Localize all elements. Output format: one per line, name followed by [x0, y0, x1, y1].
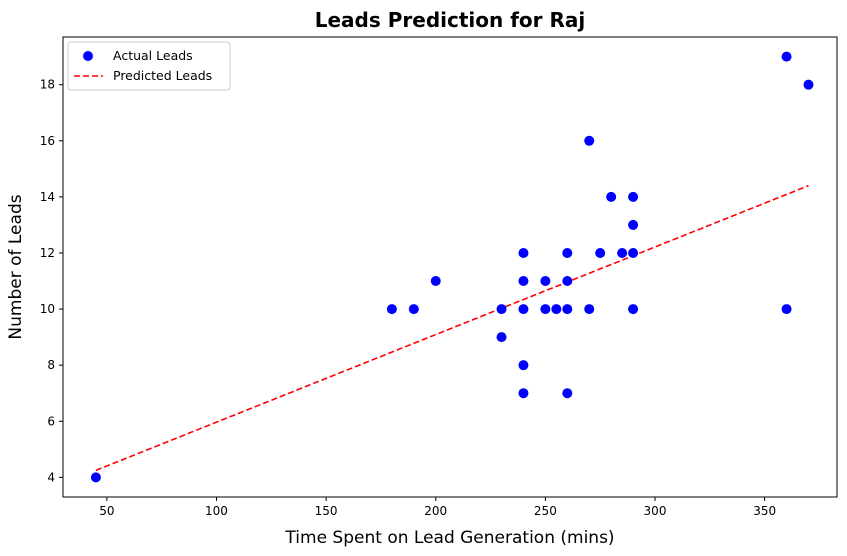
actual-leads-point	[628, 219, 639, 230]
y-axis-label: Number of Leads	[6, 194, 26, 339]
x-tick-label: 200	[424, 504, 447, 518]
y-axis-ticks: 4 6 8 10 12 14 16 18	[40, 78, 63, 484]
x-tick-label: 250	[534, 504, 557, 518]
prediction-line-layer	[95, 184, 809, 472]
actual-leads-point	[551, 304, 562, 315]
y-tick-label: 14	[40, 190, 55, 204]
actual-leads-point	[496, 332, 507, 343]
legend-label-predicted: Predicted Leads	[113, 68, 212, 83]
actual-leads-point	[803, 79, 814, 90]
actual-leads-point	[496, 304, 507, 315]
legend: Actual Leads Predicted Leads	[67, 41, 231, 91]
actual-leads-point	[562, 304, 573, 315]
x-axis-label: Time Spent on Lead Generation (mins)	[284, 528, 614, 548]
y-tick-label: 6	[47, 414, 55, 428]
actual-leads-point	[606, 191, 617, 202]
legend-marker-actual	[83, 51, 93, 61]
x-tick-label: 100	[205, 504, 228, 518]
y-tick-label: 18	[40, 78, 55, 92]
points-layer	[90, 51, 814, 483]
x-tick-label: 50	[99, 504, 114, 518]
plot-background	[63, 37, 837, 497]
actual-leads-point	[617, 247, 628, 258]
actual-leads-point	[518, 304, 529, 315]
actual-leads-point	[584, 135, 595, 146]
actual-leads-point	[628, 304, 639, 315]
y-tick-label: 10	[40, 302, 55, 316]
actual-leads-point	[595, 247, 606, 258]
x-tick-label: 150	[315, 504, 338, 518]
plot-area: 50 100 150 200 250 300 350 4 6 8 10 12 14 16 18	[40, 36, 838, 518]
actual-leads-point	[628, 191, 639, 202]
actual-leads-point	[562, 276, 573, 287]
y-tick-label: 12	[40, 246, 55, 260]
actual-leads-point	[584, 304, 595, 315]
actual-leads-point	[518, 360, 529, 371]
y-tick-label: 16	[40, 134, 55, 148]
x-axis-ticks: 50 100 150 200 250 300 350	[99, 497, 776, 518]
actual-leads-point	[781, 304, 792, 315]
x-tick-label: 300	[644, 504, 667, 518]
actual-leads-point	[562, 388, 573, 399]
actual-leads-point	[408, 304, 419, 315]
actual-leads-point	[518, 276, 529, 287]
actual-leads-point	[628, 247, 639, 258]
actual-leads-point	[562, 247, 573, 258]
plot-frame	[62, 36, 838, 498]
predicted-leads-line	[95, 184, 809, 472]
actual-leads-point	[430, 276, 441, 287]
y-tick-label: 8	[47, 358, 55, 372]
actual-leads-point	[781, 51, 792, 62]
x-tick-label: 350	[753, 504, 776, 518]
actual-leads-point	[518, 388, 529, 399]
actual-leads-point	[386, 304, 397, 315]
actual-leads-point	[518, 247, 529, 258]
chart-title: Leads Prediction for Raj	[315, 8, 585, 32]
actual-leads-point	[90, 472, 101, 483]
y-tick-label: 4	[47, 470, 55, 484]
actual-leads-point	[540, 304, 551, 315]
actual-leads-point	[540, 276, 551, 287]
legend-box	[67, 41, 231, 91]
legend-label-actual: Actual Leads	[113, 48, 193, 63]
